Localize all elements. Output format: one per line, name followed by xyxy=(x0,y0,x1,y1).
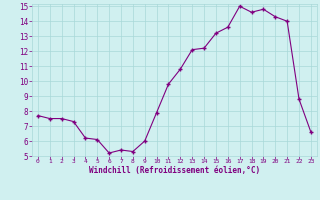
X-axis label: Windchill (Refroidissement éolien,°C): Windchill (Refroidissement éolien,°C) xyxy=(89,166,260,175)
